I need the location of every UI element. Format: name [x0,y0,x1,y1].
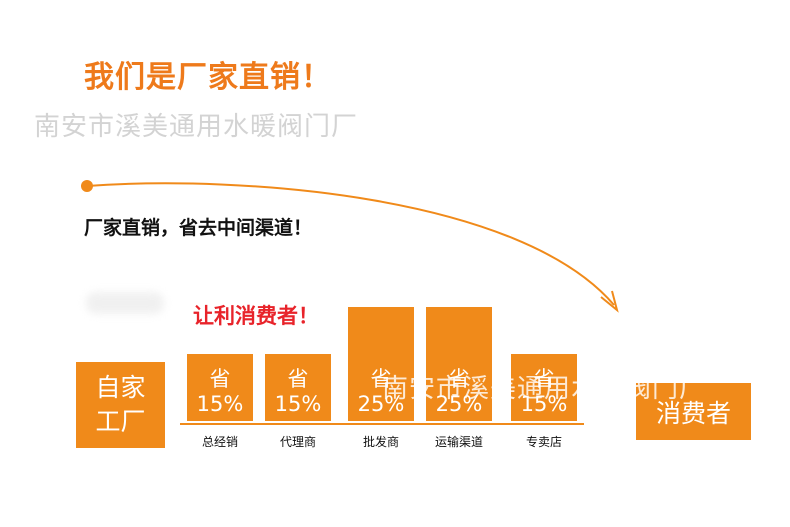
channel-bar: 省 25% [348,307,414,421]
slogan: 让利消费者！ [193,304,319,328]
channel-percent: 25% [357,392,405,416]
channel-save: 省 [209,367,231,391]
baseline [180,423,584,425]
consumer-label: 消费者 [655,398,731,428]
channel-percent: 15% [274,392,322,416]
source-line-2: 工厂 [95,407,146,436]
channel-save: 省 [370,367,392,391]
channel-bar: 省 15% [187,354,253,421]
page-title: 我们是厂家直销！ [84,60,332,95]
source-factory-box: 自家 工厂 [76,362,165,448]
channel-label: 总经销 [201,435,238,449]
channel-label: 代理商 [279,435,316,449]
channel-percent: 15% [196,392,244,416]
channel-bar: 省 15% [265,354,331,421]
subtitle: 厂家直销，省去中间渠道！ [84,217,313,239]
channel-save: 省 [448,367,470,391]
channel-label: 运输渠道 [434,435,483,449]
channel-percent: 15% [520,392,568,416]
channel-percent: 25% [435,392,483,416]
blurred-text [86,292,164,314]
arrow-head [600,290,619,313]
channel-bar: 省 25% [426,307,492,421]
channel-label: 专卖店 [525,435,562,449]
channel-save: 省 [287,367,309,391]
channel-bar: 省 15% [511,354,577,421]
watermark-top: 南安市溪美通用水暖阀门厂 [34,112,359,142]
channel-label: 批发商 [362,435,399,449]
consumer-box: 消费者 [636,383,751,440]
arrow-curve [86,182,615,306]
source-line-1: 自家 [95,373,146,402]
channel-save: 省 [533,367,555,391]
watermark-overlay: 南安市溪美通用水暖阀门厂 [382,374,707,404]
